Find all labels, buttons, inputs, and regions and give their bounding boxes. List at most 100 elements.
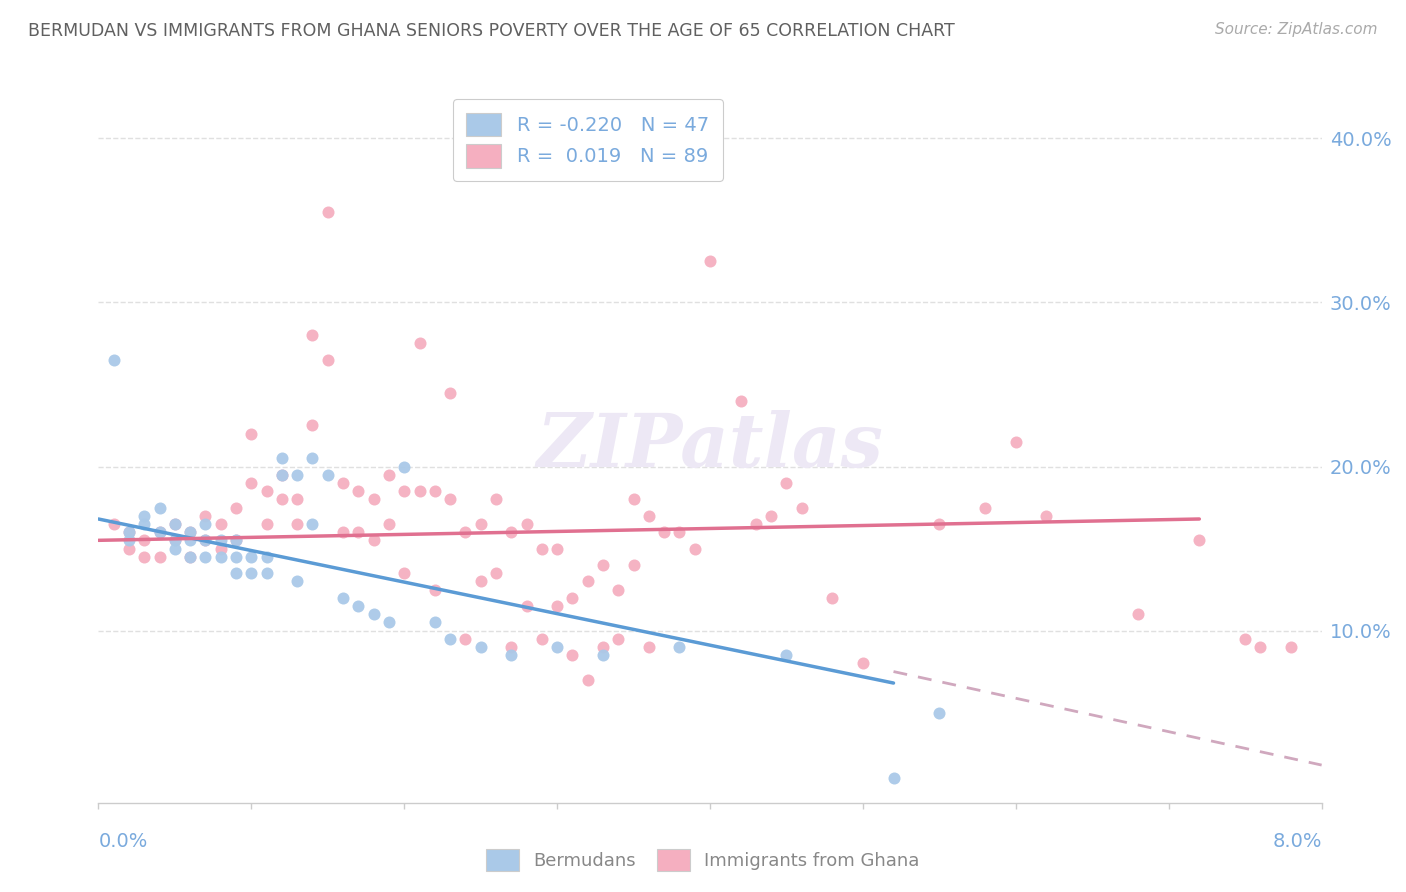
Point bbox=[179, 549, 201, 564]
Point bbox=[1035, 508, 1057, 523]
Point bbox=[974, 500, 997, 515]
Point bbox=[270, 492, 294, 507]
Point bbox=[454, 632, 477, 646]
Point bbox=[285, 574, 308, 589]
Point bbox=[316, 352, 339, 367]
Point bbox=[699, 156, 721, 170]
Point bbox=[1279, 640, 1302, 654]
Point bbox=[546, 599, 568, 613]
Point bbox=[225, 533, 247, 548]
Point bbox=[347, 484, 370, 499]
Point bbox=[194, 508, 217, 523]
Point bbox=[163, 541, 186, 556]
Point bbox=[790, 500, 813, 515]
Point bbox=[163, 533, 186, 548]
Point bbox=[163, 533, 186, 548]
Point bbox=[561, 591, 583, 605]
Point bbox=[240, 426, 263, 441]
Point bbox=[470, 516, 492, 531]
Point bbox=[423, 484, 446, 499]
Point bbox=[301, 451, 323, 466]
Point bbox=[928, 706, 950, 720]
Point bbox=[745, 516, 768, 531]
Point bbox=[179, 525, 201, 540]
Point bbox=[378, 615, 401, 630]
Point bbox=[118, 541, 141, 556]
Point bbox=[652, 525, 675, 540]
Point bbox=[363, 533, 385, 548]
Point bbox=[225, 533, 247, 548]
Point bbox=[699, 254, 721, 268]
Point bbox=[775, 648, 797, 662]
Point bbox=[775, 475, 797, 490]
Point bbox=[332, 525, 354, 540]
Point bbox=[347, 599, 370, 613]
Point bbox=[240, 566, 263, 581]
Point bbox=[883, 771, 905, 785]
Point bbox=[759, 508, 782, 523]
Point bbox=[179, 533, 201, 548]
Point bbox=[592, 558, 614, 572]
Point bbox=[392, 459, 416, 474]
Point bbox=[1249, 640, 1271, 654]
Point bbox=[270, 467, 294, 482]
Point bbox=[439, 492, 461, 507]
Point bbox=[423, 615, 446, 630]
Point bbox=[363, 607, 385, 622]
Point bbox=[134, 516, 156, 531]
Point bbox=[1128, 607, 1150, 622]
Legend: Bermudans, Immigrants from Ghana: Bermudans, Immigrants from Ghana bbox=[479, 842, 927, 879]
Point bbox=[546, 640, 568, 654]
Point bbox=[423, 582, 446, 597]
Point bbox=[546, 541, 568, 556]
Text: Source: ZipAtlas.com: Source: ZipAtlas.com bbox=[1215, 22, 1378, 37]
Point bbox=[194, 533, 217, 548]
Point bbox=[607, 582, 630, 597]
Point bbox=[149, 549, 172, 564]
Point bbox=[516, 599, 538, 613]
Point bbox=[530, 541, 553, 556]
Point bbox=[209, 549, 232, 564]
Point bbox=[928, 516, 950, 531]
Point bbox=[392, 484, 416, 499]
Point bbox=[501, 525, 523, 540]
Point bbox=[607, 632, 630, 646]
Point bbox=[179, 525, 201, 540]
Point bbox=[179, 549, 201, 564]
Point bbox=[134, 533, 156, 548]
Point bbox=[623, 492, 645, 507]
Point bbox=[439, 385, 461, 400]
Point bbox=[256, 566, 278, 581]
Point bbox=[163, 516, 186, 531]
Point bbox=[194, 533, 217, 548]
Point bbox=[485, 492, 508, 507]
Point bbox=[392, 566, 416, 581]
Point bbox=[852, 657, 875, 671]
Point bbox=[332, 475, 354, 490]
Point bbox=[194, 516, 217, 531]
Point bbox=[225, 500, 247, 515]
Point bbox=[730, 393, 752, 408]
Point bbox=[301, 418, 323, 433]
Point bbox=[209, 533, 232, 548]
Point bbox=[118, 525, 141, 540]
Point bbox=[149, 525, 172, 540]
Point bbox=[576, 673, 599, 687]
Point bbox=[256, 484, 278, 499]
Point bbox=[134, 549, 156, 564]
Point bbox=[316, 205, 339, 219]
Point bbox=[637, 508, 661, 523]
Point bbox=[1188, 533, 1211, 548]
Point bbox=[270, 451, 294, 466]
Point bbox=[1004, 434, 1026, 449]
Point bbox=[637, 640, 661, 654]
Point bbox=[530, 632, 553, 646]
Point bbox=[439, 632, 461, 646]
Point bbox=[821, 591, 844, 605]
Point bbox=[301, 516, 323, 531]
Point bbox=[149, 500, 172, 515]
Point bbox=[225, 549, 247, 564]
Legend: R = -0.220   N = 47, R =  0.019   N = 89: R = -0.220 N = 47, R = 0.019 N = 89 bbox=[453, 99, 723, 181]
Text: BERMUDAN VS IMMIGRANTS FROM GHANA SENIORS POVERTY OVER THE AGE OF 65 CORRELATION: BERMUDAN VS IMMIGRANTS FROM GHANA SENIOR… bbox=[28, 22, 955, 40]
Point bbox=[454, 525, 477, 540]
